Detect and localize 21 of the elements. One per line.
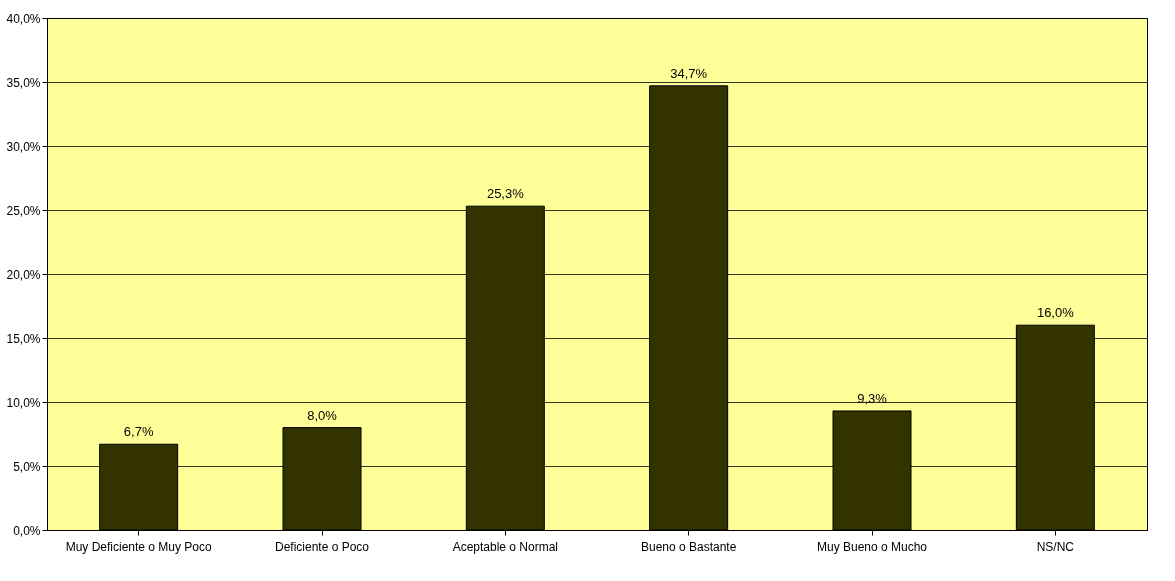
y-tick-label: 10,0%: [6, 395, 41, 410]
x-tick-label: Aceptable o Normal: [452, 539, 559, 554]
x-tick-label: Muy Deficiente o Muy Poco: [65, 539, 213, 554]
x-tick-label: Deficiente o Poco: [274, 539, 370, 554]
data-label: 34,7%: [670, 65, 708, 81]
x-tick-label: Bueno o Bastante: [640, 539, 737, 554]
y-tick-label: 0,0%: [13, 523, 41, 538]
y-tick-label: 40,0%: [6, 11, 41, 26]
data-label: 8,0%: [307, 407, 338, 423]
y-tick-label: 20,0%: [6, 267, 41, 282]
y-tick-label: 30,0%: [6, 139, 41, 154]
y-tick-label: 5,0%: [13, 459, 41, 474]
data-label: 9,3%: [857, 390, 888, 406]
data-label: 16,0%: [1036, 305, 1075, 321]
data-label: 25,3%: [486, 186, 525, 202]
data-label: 6,7%: [123, 424, 154, 440]
x-tick-label: NS/NC: [1036, 539, 1075, 554]
y-tick-label: 25,0%: [6, 203, 41, 218]
y-tick-label: 15,0%: [6, 331, 41, 346]
x-tick-label: Muy Bueno o Mucho: [816, 539, 928, 554]
y-tick-label: 35,0%: [6, 75, 41, 90]
